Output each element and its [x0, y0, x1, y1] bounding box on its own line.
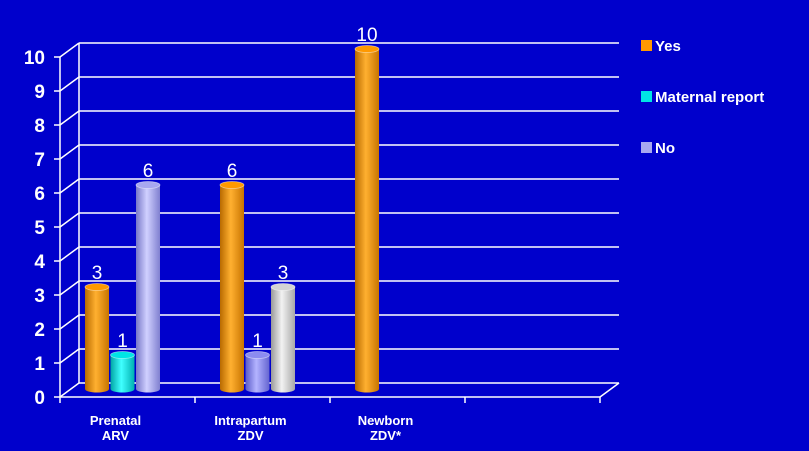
legend-swatch-2 [641, 142, 652, 153]
category-label-2-1: ZDV* [370, 428, 402, 443]
category-label-2-0: Newborn [358, 413, 414, 428]
gridline-depth-8 [59, 110, 80, 126]
bar-body [355, 49, 379, 389]
bar-1-0 [219, 181, 245, 393]
category-label-1-0: Intrapartum [214, 413, 286, 428]
floor-right-edge [599, 382, 620, 398]
data-label-2-0: 10 [356, 25, 377, 46]
data-labels: 3 1 6 6 1 3 10 [92, 25, 378, 352]
axes [54, 43, 620, 403]
bar-1-1 [245, 351, 270, 393]
legend-swatch-0 [641, 40, 652, 51]
bar-body [271, 287, 295, 389]
y-tick-label-3: 3 [34, 286, 45, 307]
y-tick-label-1: 1 [34, 354, 45, 375]
bar-body [245, 355, 270, 389]
bar-2-0 [354, 45, 380, 393]
data-label-0-0: 3 [92, 263, 103, 284]
bar-body [85, 287, 109, 389]
y-tick-label-8: 8 [34, 116, 45, 137]
y-tick-label-10: 10 [24, 48, 45, 69]
bar-top [84, 283, 110, 291]
gridline-depth-7 [59, 144, 80, 160]
y-tick-label-4: 4 [34, 252, 45, 273]
gridline-depth-4 [59, 246, 80, 262]
legend-label-1: Maternal report [655, 89, 764, 106]
y-tick-labels: 0 1 2 3 4 5 6 7 8 9 10 [24, 48, 46, 409]
bar-top [135, 181, 161, 189]
y-tick-label-2: 2 [34, 320, 45, 341]
bar-top [110, 351, 135, 359]
data-label-1-1: 1 [252, 331, 263, 352]
bar-body [220, 185, 244, 389]
gridlines [59, 42, 619, 398]
gridline-depth-0 [59, 382, 80, 398]
data-label-0-1: 1 [117, 331, 128, 352]
gridline-depth-10 [59, 42, 80, 58]
bar-top [354, 45, 380, 53]
gridline-depth-9 [59, 76, 80, 92]
category-label-0-0: Prenatal [90, 413, 141, 428]
bar-body [136, 185, 160, 389]
gridline-depth-5 [59, 212, 80, 228]
y-tick-label-7: 7 [34, 150, 45, 171]
y-tick-label-9: 9 [34, 82, 45, 103]
bar-top [245, 351, 270, 359]
bar-top [270, 283, 296, 291]
legend-label-2: No [655, 140, 675, 157]
data-label-0-2: 6 [143, 161, 154, 182]
gridline-depth-3 [59, 280, 80, 296]
y-tick-label-6: 6 [34, 184, 45, 205]
legend-label-0: Yes [655, 38, 681, 55]
gridline-depth-2 [59, 314, 80, 330]
data-label-1-2: 3 [278, 263, 289, 284]
gridline-depth-6 [59, 178, 80, 194]
y-tick-label-5: 5 [34, 218, 45, 239]
legend-swatch-1 [641, 91, 652, 102]
bars [84, 45, 380, 393]
data-label-1-0: 6 [227, 161, 238, 182]
bar-1-2 [270, 283, 296, 393]
gridline-depth-1 [59, 348, 80, 364]
bar-0-2 [135, 181, 161, 393]
bar-0-1 [110, 351, 135, 393]
y-tick-label-0: 0 [34, 388, 45, 409]
category-label-1-1: ZDV [238, 428, 264, 443]
bar-body [110, 355, 135, 389]
bar-0-0 [84, 283, 110, 393]
legend: Yes Maternal report No [641, 38, 764, 157]
bar-top [219, 181, 245, 189]
category-label-0-1: ARV [102, 428, 130, 443]
